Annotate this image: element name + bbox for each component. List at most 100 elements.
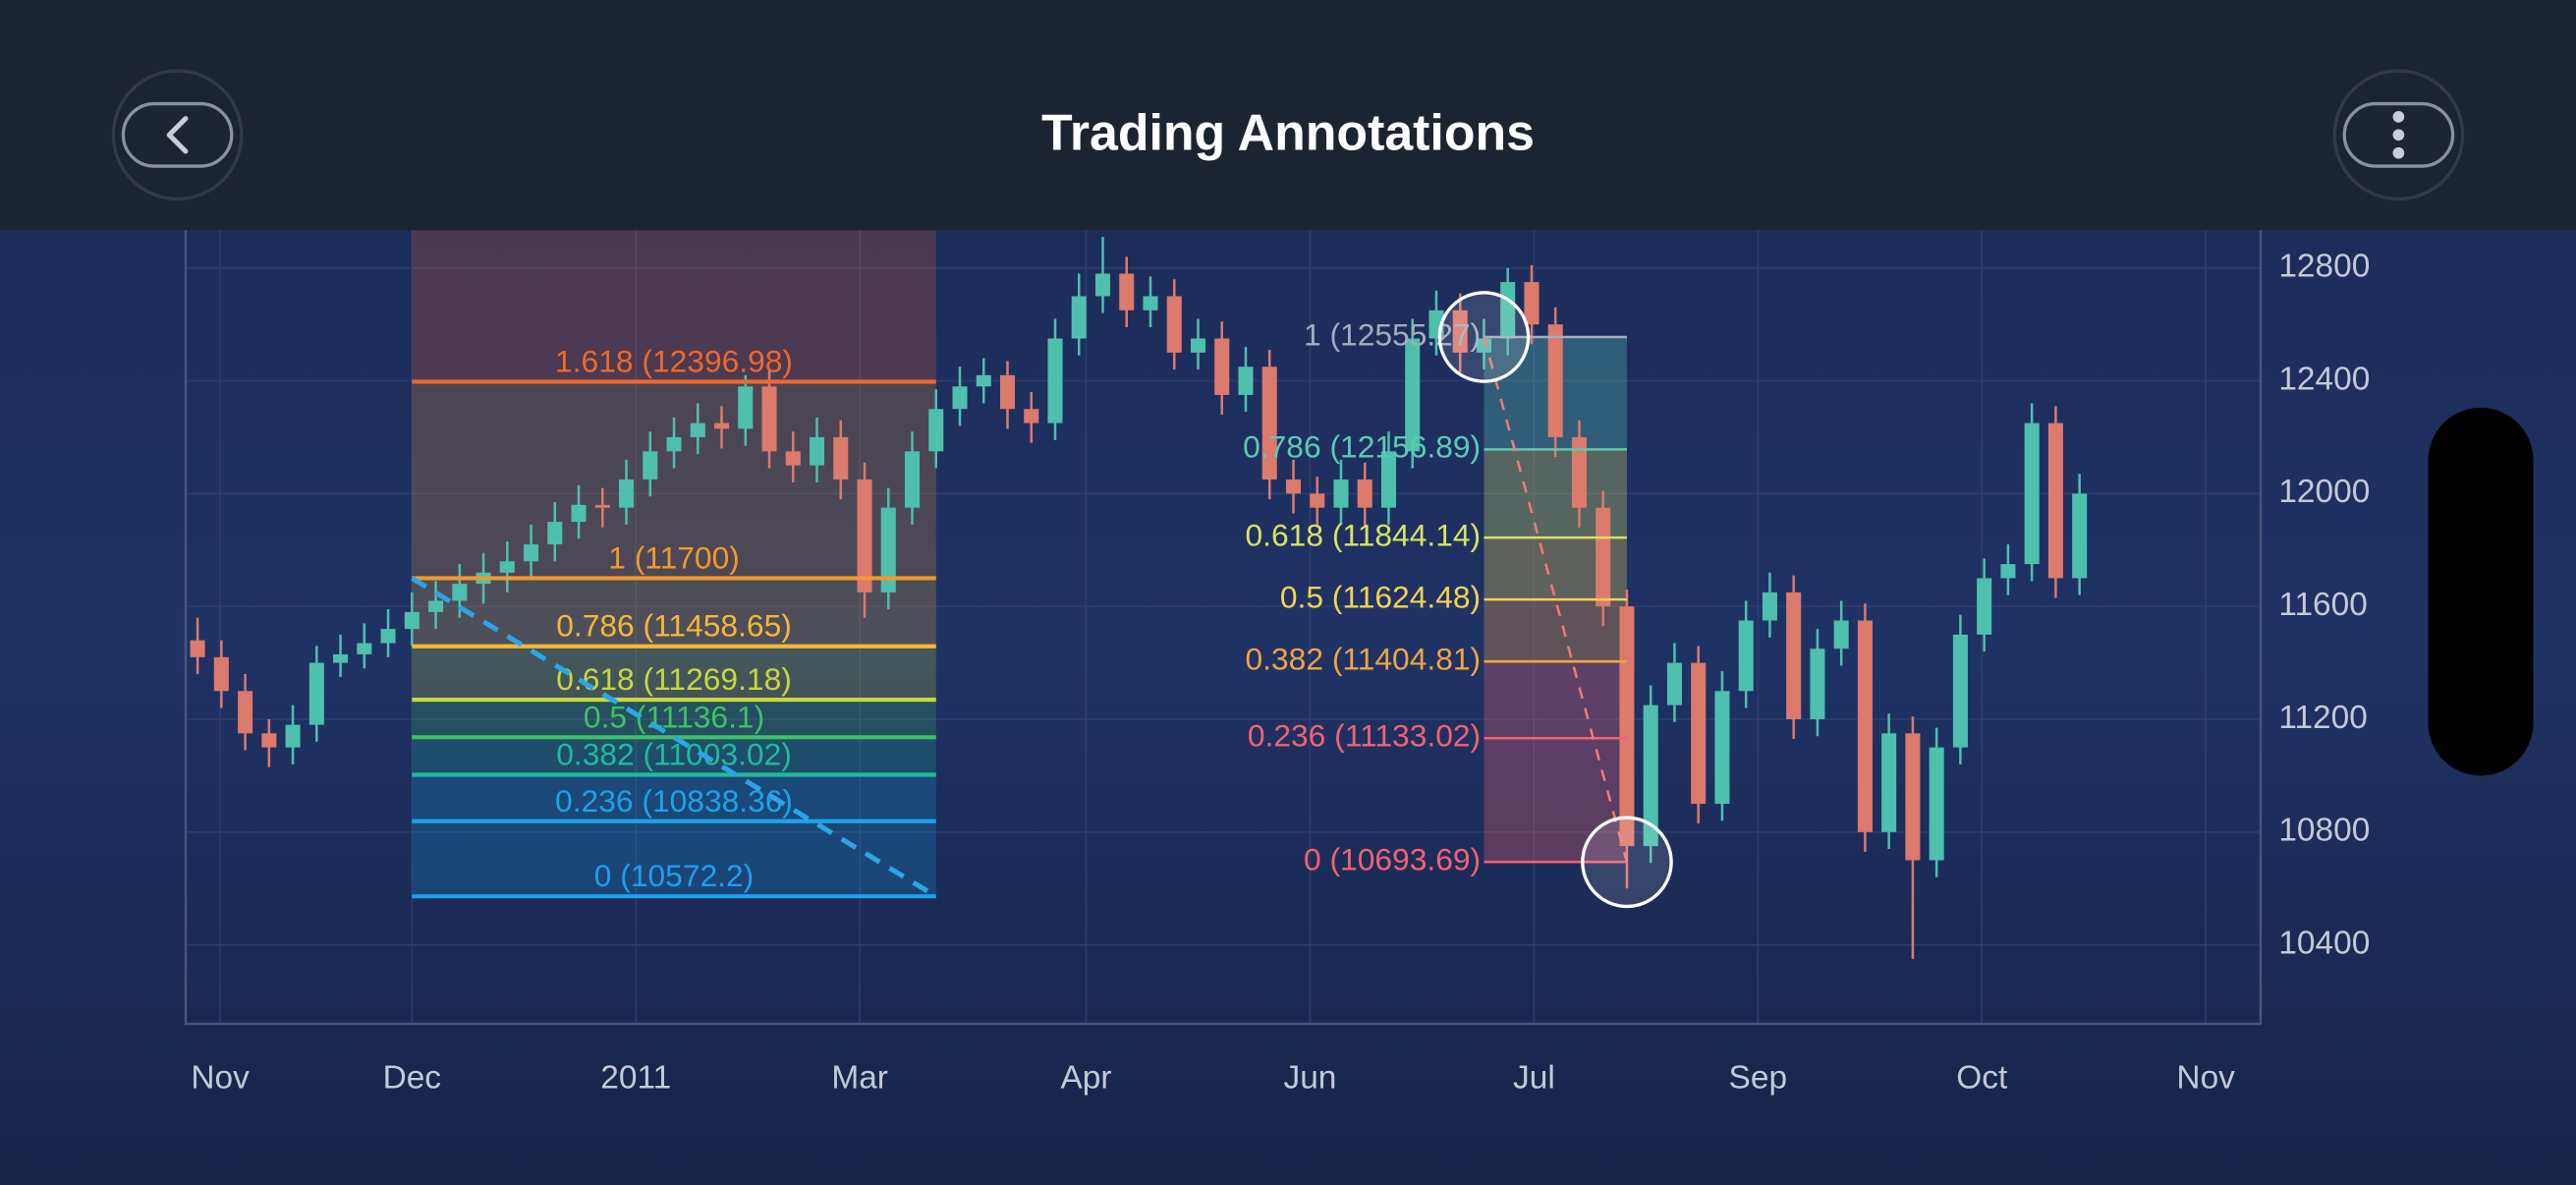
candle-body — [524, 544, 539, 562]
fib-band — [412, 820, 936, 897]
fib-level-label: 0.382 (11003.02) — [556, 737, 792, 772]
fib-level-label: 0 (10693.69) — [1304, 842, 1481, 877]
y-tick-label: 12000 — [2278, 474, 2370, 510]
fib-level-label: 0.236 (11133.02) — [1248, 718, 1481, 754]
candle-body — [2024, 423, 2040, 565]
candle-body — [1047, 338, 1063, 423]
candle-body — [594, 504, 610, 508]
back-button[interactable] — [111, 69, 244, 201]
candle-body — [1833, 620, 1849, 649]
candle-body — [357, 643, 372, 654]
fib-trend-line — [1483, 336, 1629, 863]
candle-body — [1285, 480, 1302, 494]
x-tick-label: 2011 — [600, 1060, 671, 1097]
candle-body — [833, 436, 849, 480]
fib-trend-line — [411, 576, 938, 899]
candle-body — [547, 522, 563, 545]
fib-band — [412, 646, 936, 701]
candle-body — [1357, 480, 1372, 508]
candle-body — [643, 451, 658, 480]
y-tick-label: 11600 — [2278, 587, 2368, 623]
candle-body — [976, 374, 991, 387]
plot: 10400 10800 11200 11600 12000 12400 12800 Nov De… — [184, 230, 2370, 1097]
x-tick-label: Sep — [1729, 1060, 1788, 1097]
candle-body — [619, 480, 635, 508]
candle-body — [571, 504, 587, 523]
candle-body — [213, 656, 229, 692]
fib-band — [1484, 738, 1627, 863]
x-tick-label: Dec — [383, 1060, 441, 1097]
x-tick-label: Mar — [831, 1060, 888, 1097]
x-tick-label: Jun — [1283, 1060, 1336, 1097]
candle-body — [1238, 367, 1254, 395]
candle-body — [1952, 634, 1968, 748]
candle-body — [785, 451, 801, 466]
candle-body — [809, 436, 825, 466]
fib-level-label: 0.786 (12156.89) — [1243, 429, 1481, 465]
candle-body — [404, 611, 420, 630]
header-bar — [0, 0, 2576, 231]
candle-body — [1881, 733, 1897, 832]
x-tick-label: Nov — [2176, 1060, 2235, 1097]
candle-body — [904, 451, 921, 508]
candle-body — [1786, 592, 1802, 719]
fib-band — [1484, 661, 1627, 739]
candle-body — [1691, 662, 1707, 805]
candle-body — [308, 662, 324, 725]
candle-body — [999, 374, 1016, 410]
candle-body — [1143, 296, 1158, 310]
candle-body — [1190, 338, 1206, 353]
candle-body — [1119, 273, 1135, 310]
fib-band — [412, 578, 936, 647]
candle-body — [1310, 493, 1325, 508]
candle-body — [1857, 620, 1873, 832]
fib-level-label: 1 (12555.27) — [1304, 316, 1481, 352]
fib-band — [412, 774, 936, 821]
candle-body — [428, 600, 444, 612]
candle-body — [952, 386, 968, 410]
y-tick-label: 10800 — [2278, 813, 2370, 849]
plot-frame — [184, 230, 2263, 1026]
candle-body — [880, 507, 896, 592]
candle-body — [690, 423, 705, 437]
x-tick-label: Jul — [1513, 1060, 1555, 1097]
fib-level-label: 0.618 (11269.18) — [556, 661, 792, 697]
candle-body — [1214, 338, 1230, 395]
side-handle[interactable] — [2428, 407, 2534, 776]
y-tick-label: 11200 — [2278, 700, 2368, 736]
y-tick-label: 10400 — [2278, 925, 2370, 961]
fib-level-label: 0.236 (10838.36) — [555, 783, 793, 818]
candle-body — [1571, 436, 1587, 508]
y-tick-label: 12800 — [2278, 249, 2370, 285]
fib-level-label: 0 (10572.2) — [594, 858, 754, 893]
candle-body — [1166, 296, 1182, 353]
candle-body — [761, 386, 777, 452]
candle-body — [1071, 296, 1087, 339]
candle-body — [1619, 606, 1635, 847]
fib-level-label: 0.786 (11458.65) — [556, 608, 792, 644]
candle-body — [1929, 747, 1944, 861]
candle-body — [1596, 507, 1611, 607]
fib-band — [412, 700, 936, 738]
candle-body — [1261, 367, 1277, 480]
candle-body — [1643, 705, 1658, 847]
x-tick-label: Apr — [1061, 1060, 1112, 1097]
candle-body — [1024, 409, 1039, 423]
candle-body — [1405, 338, 1421, 452]
candle-body — [857, 480, 872, 592]
menu-button[interactable] — [2332, 69, 2465, 201]
anchor-handle — [1581, 816, 1673, 909]
anchor-handle — [1437, 291, 1531, 383]
candle-body — [2072, 493, 2088, 579]
fib-level-label: 1 (11700) — [608, 539, 740, 575]
fib-band — [412, 381, 936, 579]
candle-body — [1380, 451, 1396, 508]
candle-body — [190, 640, 205, 657]
fib-level-label: 0.618 (11844.14) — [1246, 517, 1482, 552]
candle-body — [1094, 273, 1111, 297]
candle-body — [714, 423, 730, 429]
candle-body — [1547, 324, 1563, 437]
fib-band — [412, 737, 936, 775]
fib-level-label: 0.5 (11136.1) — [584, 699, 764, 734]
